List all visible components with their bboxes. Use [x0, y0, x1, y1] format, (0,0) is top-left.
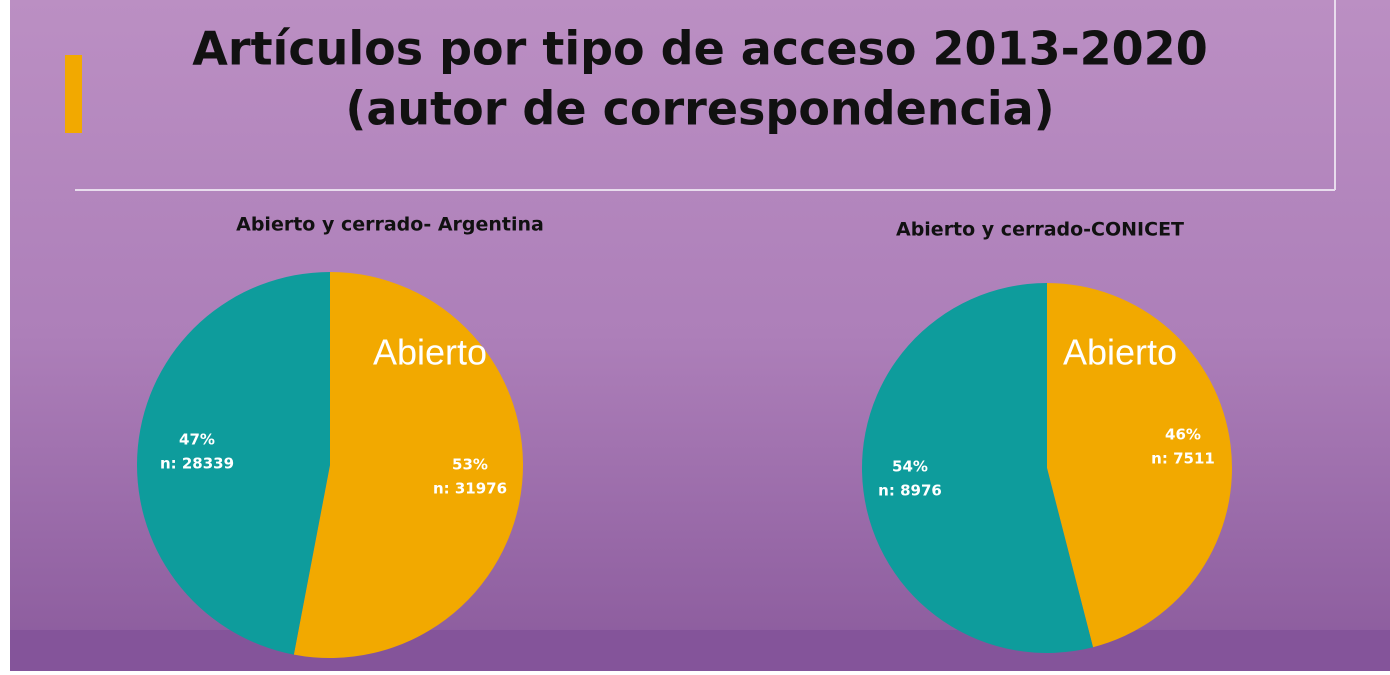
count-label: n: 8976 [878, 482, 942, 500]
count-label: n: 28339 [160, 455, 234, 473]
category-label: Abierto [1063, 332, 1177, 373]
value-label: 53% [452, 456, 488, 474]
count-label: n: 31976 [433, 480, 507, 498]
pie-slice [137, 272, 330, 655]
value-label: 47% [179, 431, 215, 449]
pie-slice [862, 283, 1094, 653]
chart-title: Abierto y cerrado- Argentina [236, 214, 544, 236]
pie-slice [293, 272, 524, 658]
value-label: 54% [892, 458, 928, 476]
slide-title: Artículos por tipo de acceso 2013-2020 [192, 22, 1207, 76]
chart-title: Abierto y cerrado-CONICET [896, 219, 1184, 241]
accent-bar [65, 55, 82, 133]
value-label: 46% [1165, 426, 1201, 444]
count-label: n: 7511 [1151, 450, 1215, 468]
footer-band [10, 630, 1390, 671]
pie-slice [1047, 283, 1233, 648]
slide-title: (autor de correspondencia) [345, 82, 1054, 136]
category-label: Abierto [373, 332, 487, 373]
